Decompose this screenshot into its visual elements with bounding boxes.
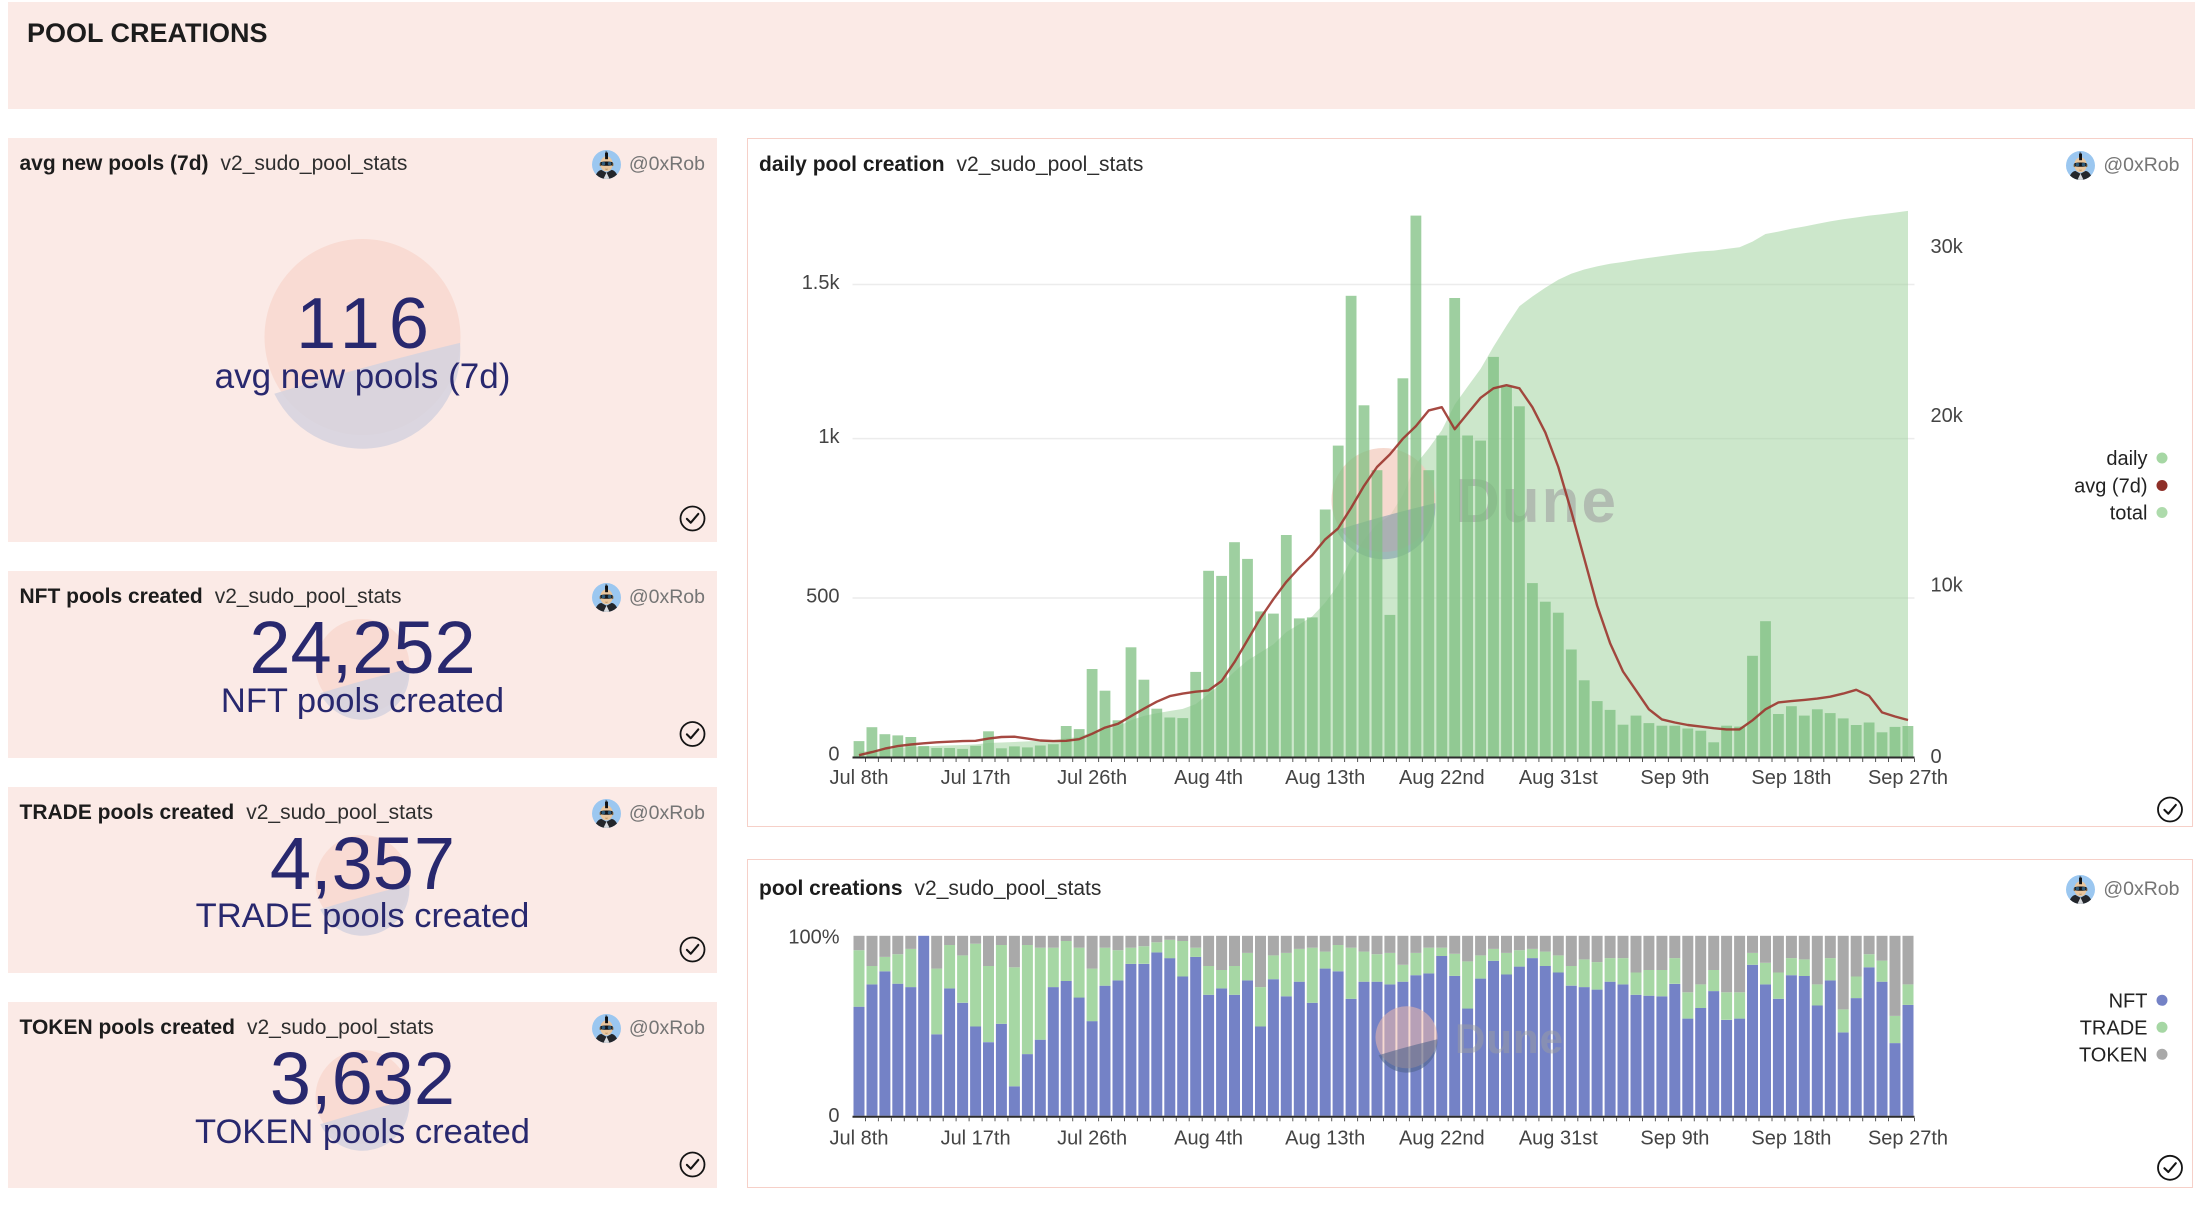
svg-text:Aug 22nd: Aug 22nd (1398, 767, 1484, 789)
svg-text:avg (7d): avg (7d) (2074, 476, 2147, 498)
svg-text:NFT: NFT (2108, 990, 2147, 1012)
svg-text:0: 0 (828, 1105, 839, 1127)
svg-text:Aug 4th: Aug 4th (1174, 1127, 1243, 1149)
svg-text:TOKEN: TOKEN (2078, 1044, 2147, 1066)
svg-text:Jul 26th: Jul 26th (1057, 767, 1127, 789)
svg-text:30k: 30k (1930, 236, 1963, 258)
svg-text:Jul 17th: Jul 17th (940, 1127, 1010, 1149)
svg-text:1k: 1k (818, 426, 840, 448)
svg-text:0: 0 (828, 744, 839, 766)
svg-text:Jul 8th: Jul 8th (829, 767, 888, 789)
svg-text:10k: 10k (1930, 574, 1963, 596)
svg-text:Jul 8th: Jul 8th (829, 1127, 888, 1149)
svg-text:Aug 13th: Aug 13th (1285, 767, 1365, 789)
svg-text:Sep 27th: Sep 27th (1867, 767, 1947, 789)
svg-text:Aug 31st: Aug 31st (1518, 767, 1597, 789)
svg-text:Aug 22nd: Aug 22nd (1398, 1127, 1484, 1149)
svg-text:Aug 31st: Aug 31st (1518, 1127, 1597, 1149)
svg-text:TRADE: TRADE (2079, 1017, 2147, 1039)
svg-text:100%: 100% (788, 926, 839, 948)
svg-text:total: total (2109, 503, 2147, 525)
svg-text:Sep 18th: Sep 18th (1751, 767, 1831, 789)
svg-text:Sep 27th: Sep 27th (1867, 1127, 1947, 1149)
svg-text:1.5k: 1.5k (801, 272, 840, 294)
svg-text:daily: daily (2106, 448, 2147, 470)
svg-text:Sep 9th: Sep 9th (1640, 1127, 1709, 1149)
svg-text:Jul 17th: Jul 17th (940, 767, 1010, 789)
svg-text:Sep 18th: Sep 18th (1751, 1127, 1831, 1149)
svg-text:Jul 26th: Jul 26th (1057, 1127, 1127, 1149)
svg-text:0: 0 (1930, 746, 1941, 768)
svg-text:500: 500 (806, 585, 839, 607)
svg-text:Aug 4th: Aug 4th (1174, 767, 1243, 789)
svg-text:Aug 13th: Aug 13th (1285, 1127, 1365, 1149)
svg-text:Dune: Dune (1455, 1015, 1564, 1062)
svg-text:20k: 20k (1930, 405, 1963, 427)
svg-text:Sep 9th: Sep 9th (1640, 767, 1709, 789)
